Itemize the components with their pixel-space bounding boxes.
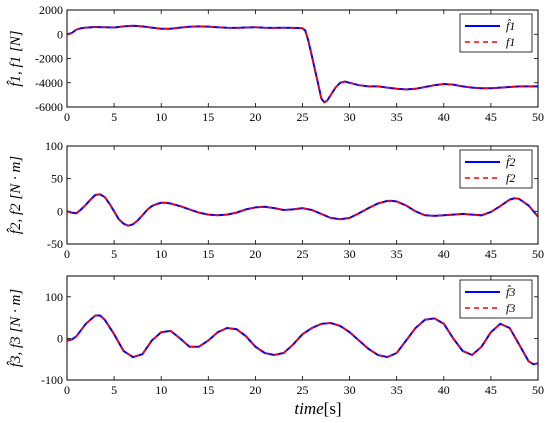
x-tick-label: 35 xyxy=(391,247,403,261)
x-axis-label-var: time xyxy=(294,399,324,418)
axes-frame xyxy=(66,9,539,108)
x-tick-label: 0 xyxy=(64,110,70,124)
x-axis-label-unit: [s] xyxy=(324,399,342,418)
y-tick-label: 50 xyxy=(51,172,63,186)
legend-box xyxy=(459,149,533,189)
x-tick-label: 45 xyxy=(485,383,497,397)
y-tick-label: -4000 xyxy=(35,76,63,90)
x-tick-label: 50 xyxy=(532,383,544,397)
x-tick-label: 0 xyxy=(64,383,70,397)
x-tick-label: 25 xyxy=(297,247,309,261)
x-tick-label: 5 xyxy=(111,110,117,124)
x-tick-label: 50 xyxy=(532,247,544,261)
series-line-estimate xyxy=(66,24,538,104)
x-tick-label: 35 xyxy=(391,383,403,397)
panel-1: 0 5 10 15 20 25 30 35 40 45 50 2000 0 -2000 -4000 -6000… xyxy=(7,3,544,124)
x-tick-label: 30 xyxy=(344,110,356,124)
legend-label-actual: f1 xyxy=(506,35,515,49)
x-tick-label: 25 xyxy=(297,383,309,397)
y-axis-label: f̂2, f2 [N · m] xyxy=(7,156,24,235)
y-axis-label: f̂3, f3 [N · m] xyxy=(7,289,24,368)
x-tick-label: 15 xyxy=(202,383,214,397)
legend-label-actual: f2 xyxy=(506,171,515,185)
x-tick-label: 15 xyxy=(202,110,214,124)
x-tick-label: 30 xyxy=(344,383,356,397)
y-tick-label: -100 xyxy=(41,373,63,387)
axes-frame xyxy=(66,145,539,245)
axes-frame xyxy=(66,275,539,381)
legend-label-estimate: f̂1 xyxy=(506,18,515,33)
x-tick-label: 45 xyxy=(485,247,497,261)
x-tick-label: 45 xyxy=(485,110,497,124)
y-tick-label: 0 xyxy=(57,204,63,218)
legend-box xyxy=(459,279,533,319)
x-tick-label: 40 xyxy=(438,247,450,261)
x-tick-label: 20 xyxy=(249,247,261,261)
x-tick-label: 40 xyxy=(438,110,450,124)
series-line-actual xyxy=(66,193,539,227)
y-tick-label: 100 xyxy=(45,290,63,304)
y-tick-label: 0 xyxy=(57,27,63,41)
x-tick-label: 25 xyxy=(297,110,309,124)
series-line-actual xyxy=(66,314,539,366)
x-tick-label: 10 xyxy=(155,383,167,397)
x-tick-label: 20 xyxy=(249,110,261,124)
legend-label-estimate: f̂2 xyxy=(506,154,515,169)
plot-area xyxy=(67,146,538,244)
y-tick-label: 0 xyxy=(57,331,63,345)
x-tick-label: 0 xyxy=(64,247,70,261)
x-tick-label: 5 xyxy=(111,247,117,261)
x-axis-label: time[s] xyxy=(294,399,341,418)
y-axis-label: f̂1, f1 [N] xyxy=(7,30,24,86)
y-tick-label: 100 xyxy=(45,139,63,153)
x-tick-label: 40 xyxy=(438,383,450,397)
x-tick-label: 10 xyxy=(155,110,167,124)
x-tick-label: 20 xyxy=(249,383,261,397)
x-tick-label: 50 xyxy=(532,110,544,124)
legend-label-estimate: f̂3 xyxy=(506,284,515,299)
x-tick-label: 30 xyxy=(344,247,356,261)
x-tick-label: 5 xyxy=(111,383,117,397)
x-tick-label: 15 xyxy=(202,247,214,261)
legend-label-actual: f3 xyxy=(506,301,515,315)
y-tick-label: -50 xyxy=(47,237,63,251)
x-tick-label: 35 xyxy=(391,110,403,124)
plot-area xyxy=(67,276,538,380)
legend-box xyxy=(459,13,533,53)
y-tick-label: -2000 xyxy=(35,52,63,66)
x-tick-label: 10 xyxy=(155,247,167,261)
y-tick-label: -6000 xyxy=(35,100,63,114)
y-tick-label: 2000 xyxy=(39,3,63,17)
